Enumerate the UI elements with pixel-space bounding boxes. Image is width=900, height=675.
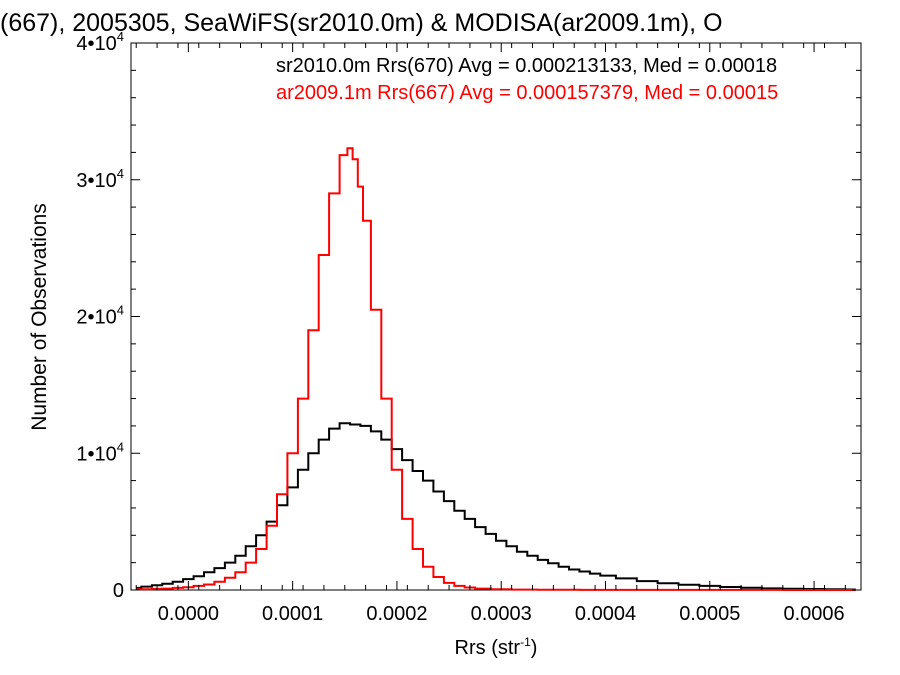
x-tick-label: 0.0004 bbox=[575, 603, 636, 625]
x-axis-label-close: ) bbox=[531, 637, 538, 659]
x-axis-label-sup: -1 bbox=[520, 635, 531, 649]
y-axis: 0 1•104 2•104 3•104 4•104 bbox=[76, 29, 861, 602]
y-tick-label: 3•104 bbox=[76, 166, 124, 192]
x-tick-label: 0.0001 bbox=[262, 603, 323, 625]
x-tick-label: 0.0002 bbox=[366, 603, 427, 625]
x-tick-label: 0.0006 bbox=[783, 603, 844, 625]
y-tick-label: 2•104 bbox=[76, 303, 124, 329]
series-line-1 bbox=[136, 147, 856, 591]
y-tick-label: 0 bbox=[113, 580, 124, 602]
plot-frame bbox=[130, 42, 862, 591]
x-axis-label: Rrs (str-1) bbox=[455, 635, 538, 659]
x-tick-label: 0.0005 bbox=[679, 603, 740, 625]
legend-entry-red: ar2009.1m Rrs(667) Avg = 0.000157379, Me… bbox=[276, 82, 778, 104]
chart-title: (667), 2005305, SeaWiFS(sr2010.0m) & MOD… bbox=[0, 9, 723, 37]
y-tick-label: 1•104 bbox=[76, 439, 124, 465]
series-line-0 bbox=[136, 422, 856, 591]
y-axis-label: Number of Observations bbox=[28, 203, 51, 431]
x-tick-label: 0.0003 bbox=[471, 603, 532, 625]
x-tick-label: 0.0000 bbox=[158, 603, 219, 625]
x-axis: 0.0000 0.0001 0.0002 0.0003 0.0004 0.0005 0.00… bbox=[135, 43, 846, 625]
series-layer bbox=[136, 147, 856, 591]
legend-entry-black: sr2010.0m Rrs(670) Avg = 0.000213133, Me… bbox=[276, 55, 777, 77]
x-axis-label-text: Rrs (str bbox=[455, 637, 521, 659]
y-tick-label: 4•104 bbox=[76, 29, 124, 55]
